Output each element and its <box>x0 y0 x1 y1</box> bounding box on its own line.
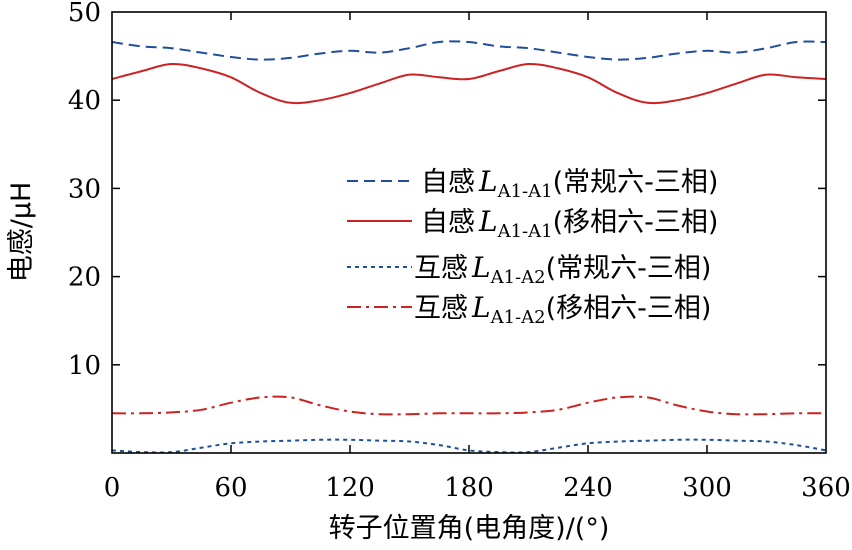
y-tick-label: 10 <box>68 351 101 381</box>
series-line-3 <box>112 395 826 416</box>
series-line-0 <box>112 40 826 61</box>
y-axis-title: 电感/μH <box>6 182 37 283</box>
legend-prefix: 自感 <box>421 167 475 198</box>
legend-subscript: A1-A1 <box>497 221 553 242</box>
legend-item-mutual-phase-shift: 互感 LA1-A2(移相六-三相) <box>347 291 711 328</box>
legend-subscript: A1-A2 <box>490 267 546 288</box>
x-tick-label: 360 <box>801 473 851 503</box>
x-axis-title: 转子位置角(电角度)/(°) <box>329 513 610 544</box>
x-tick-label: 300 <box>682 473 732 503</box>
legend-prefix: 互感 <box>414 293 468 324</box>
legend-subscript: A1-A1 <box>497 181 553 202</box>
x-tick-label: 60 <box>214 473 247 503</box>
legend-suffix: (常规六-三相) <box>546 253 712 284</box>
legend-suffix: (移相六-三相) <box>553 207 719 238</box>
x-tick-label: 0 <box>104 473 121 503</box>
legend-item-mutual-conventional: 互感 LA1-A2(常规六-三相) <box>347 251 711 288</box>
x-tick-label: 120 <box>325 473 375 503</box>
legend-subscript: A1-A2 <box>490 307 546 328</box>
legend-item-self-conventional: 自感 LA1-A1(常规六-三相) <box>347 165 718 202</box>
x-tick-label: 240 <box>563 473 613 503</box>
legend-symbol: L <box>471 251 491 284</box>
legend-suffix: (常规六-三相) <box>553 167 719 198</box>
y-tick-label: 20 <box>68 263 101 293</box>
y-tick-label: 40 <box>68 86 101 116</box>
legend-symbol: L <box>478 205 498 238</box>
legend-symbol: L <box>478 165 498 198</box>
series-layer <box>112 40 826 453</box>
legend-suffix: (移相六-三相) <box>546 293 712 324</box>
legend-item-self-phase-shift: 自感 LA1-A1(移相六-三相) <box>347 205 718 242</box>
y-tick-label: 30 <box>68 174 101 204</box>
y-tick-label: 50 <box>68 0 101 28</box>
legend-prefix: 互感 <box>414 253 468 284</box>
legend: 自感 LA1-A1(常规六-三相) 自感 LA1-A1(移相六-三相) 互感 LA1-… <box>347 165 718 328</box>
legend-symbol: L <box>471 291 491 324</box>
axis-ticks: 0 60 120 180 240 300 360 10 20 30 40 50 <box>68 0 851 503</box>
x-tick-label: 180 <box>444 473 494 503</box>
legend-prefix: 自感 <box>421 207 475 238</box>
series-line-1 <box>112 62 826 105</box>
